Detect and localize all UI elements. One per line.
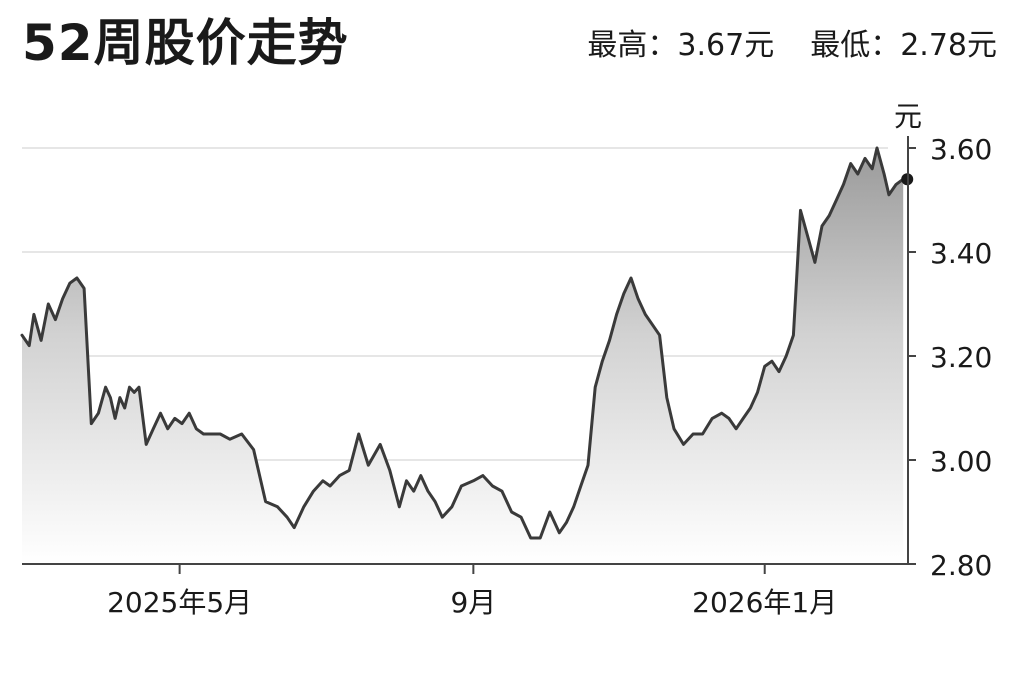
x-axis-ticks: 2025年5月 9月 2026年1月 — [107, 564, 837, 619]
price-area — [22, 148, 904, 564]
x-tick-label: 9月 — [450, 586, 496, 619]
y-tick-label: 3.00 — [930, 445, 992, 478]
price-line — [20, 146, 905, 540]
y-tick-label: 2.80 — [930, 549, 992, 582]
x-tick-label: 2025年5月 — [107, 586, 252, 619]
y-axis-unit: 元 — [894, 100, 922, 133]
high-label: 最高： — [587, 28, 678, 63]
high-stat: 最高：3.67元 — [587, 28, 774, 64]
chart-title: 52周股价走势 — [22, 14, 349, 72]
y-tick-label: 3.20 — [930, 341, 992, 374]
price-stats: 最高：3.67元 最低：2.78元 — [587, 28, 997, 64]
y-axis-ticks: 3.60 3.40 3.20 3.00 2.80 — [908, 133, 992, 582]
y-tick-label: 3.40 — [930, 237, 992, 270]
low-stat: 最低：2.78元 — [810, 28, 997, 64]
high-value: 3.67元 — [677, 28, 775, 63]
x-tick-label: 2026年1月 — [692, 586, 837, 619]
low-value: 2.78元 — [900, 28, 997, 63]
y-tick-label: 3.60 — [930, 133, 992, 166]
low-label: 最低： — [810, 28, 901, 63]
